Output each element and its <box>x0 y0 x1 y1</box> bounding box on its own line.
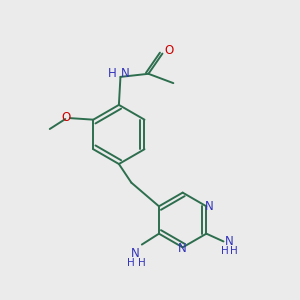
Text: H: H <box>108 67 117 80</box>
Text: H: H <box>127 258 135 268</box>
Text: N: N <box>131 248 140 260</box>
Text: H: H <box>221 246 229 256</box>
Text: N: N <box>225 235 233 248</box>
Text: H: H <box>230 246 237 256</box>
Text: O: O <box>61 111 70 124</box>
Text: N: N <box>178 242 187 255</box>
Text: O: O <box>164 44 173 57</box>
Text: N: N <box>205 200 213 213</box>
Text: H: H <box>138 258 146 268</box>
Text: N: N <box>121 67 130 80</box>
